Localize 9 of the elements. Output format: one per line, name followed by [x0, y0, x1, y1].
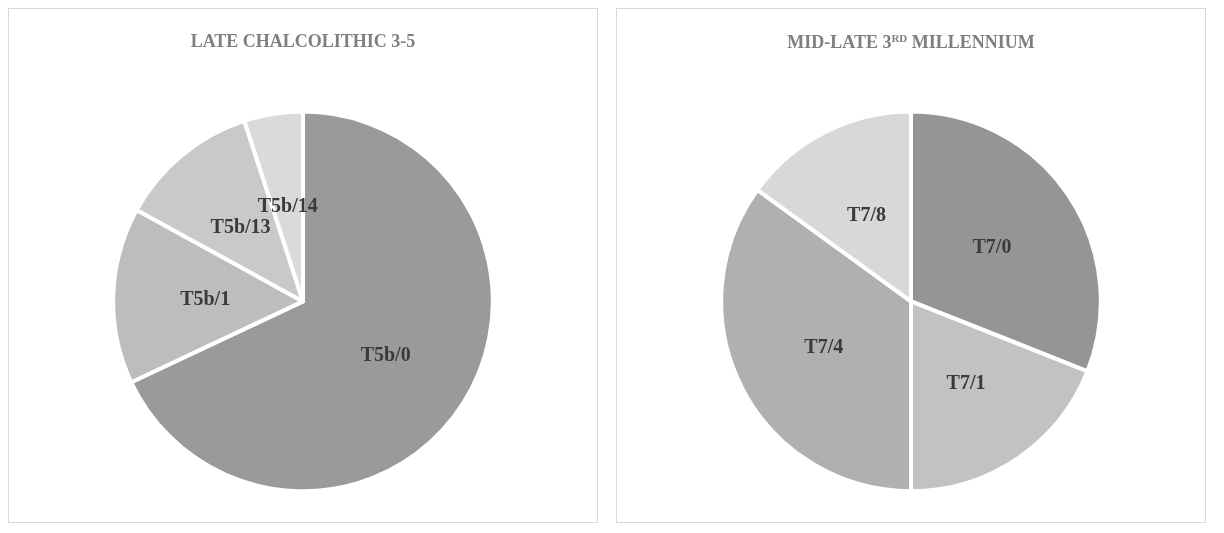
slice-label: T5b/1: [180, 287, 231, 310]
slice-label: T7/4: [804, 334, 844, 357]
slice-label: T7/0: [972, 235, 1012, 258]
slice-label: T5b/14: [257, 193, 318, 216]
slice-label: T7/1: [946, 371, 986, 394]
slice-label: T5b/13: [210, 214, 271, 237]
slice-label: T7/8: [847, 203, 887, 226]
slice-label: T5b/0: [360, 342, 411, 365]
chart-title: LATE CHALCOLITHIC 3-5: [190, 31, 416, 51]
